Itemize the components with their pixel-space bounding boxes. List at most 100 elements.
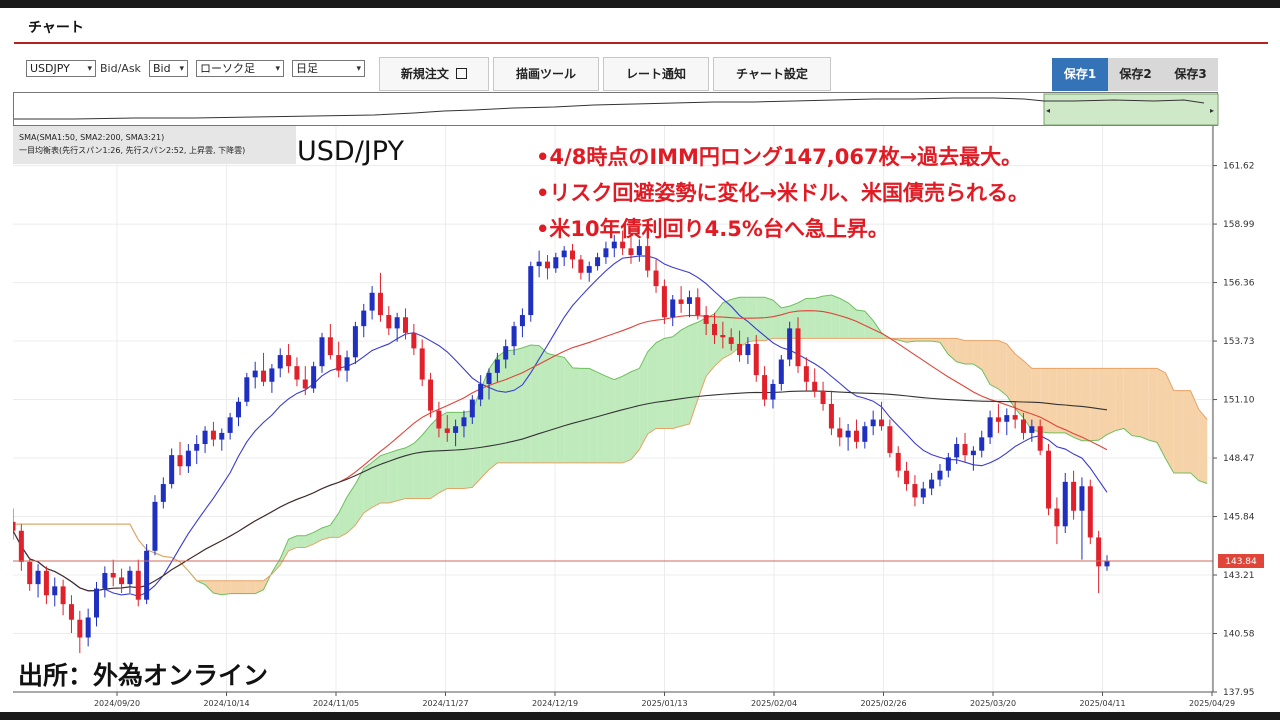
bidask-label: Bid/Ask — [100, 62, 141, 75]
navigator-right-arrow-icon[interactable]: ▸ — [1210, 106, 1214, 115]
cloud-up-segment — [672, 330, 682, 429]
candle — [85, 608, 91, 647]
note-2: •リスク回避姿勢に変化→米ドル、米国債売られる。 — [536, 181, 1029, 205]
candle — [27, 557, 33, 591]
chart-navigator[interactable]: ◂ ▸ — [13, 92, 1219, 126]
candle — [277, 348, 283, 378]
cloud-up-segment — [806, 298, 815, 339]
candle — [102, 566, 108, 598]
save-tab-1[interactable]: 保存1 — [1052, 58, 1108, 91]
candle-body — [127, 570, 133, 585]
candle-body — [402, 317, 409, 333]
navigator-window[interactable] — [1043, 93, 1219, 126]
candle-body — [787, 328, 793, 360]
y-tick-label: 161.62 — [1223, 162, 1255, 172]
sma3-line — [12, 255, 1108, 597]
candle-body — [945, 457, 951, 471]
candle-body — [428, 379, 434, 411]
candle — [737, 330, 743, 362]
save-tab-2[interactable]: 保存2 — [1108, 58, 1163, 91]
chart-area[interactable]: 161.62 158.99 156.36 153.73 151.10 148.47 145.… — [10, 126, 1268, 711]
new-order-label: 新規注文 — [400, 67, 449, 81]
cloud-up-segment — [514, 347, 523, 463]
candle — [1087, 479, 1093, 545]
candle — [711, 312, 718, 344]
candle — [787, 321, 793, 367]
candle-body — [85, 617, 91, 638]
cloud-up-segment — [522, 345, 531, 463]
symbol-select[interactable]: USDJPY ▾ — [26, 60, 96, 77]
candle-body — [336, 355, 342, 371]
candle-body — [244, 377, 250, 402]
candle — [319, 332, 325, 373]
cloud-up-segment — [831, 295, 840, 339]
candle — [402, 308, 409, 340]
navigator-left-arrow-icon[interactable]: ◂ — [1046, 106, 1050, 115]
candle — [995, 403, 1001, 433]
cloud-up-segment — [497, 350, 506, 463]
candle-body — [1012, 415, 1018, 420]
cloud-up-segment — [305, 532, 314, 548]
candle-body — [544, 261, 550, 269]
y-tick-label: 145.84 — [1223, 513, 1255, 523]
window-title: チャート — [28, 20, 84, 36]
cloud-up-segment — [597, 372, 606, 463]
candle — [812, 368, 818, 398]
candle — [895, 446, 901, 478]
candle — [970, 446, 976, 471]
x-tick-label: 2025/03/20 — [970, 699, 1016, 708]
side-select[interactable]: Bid ▾ — [149, 60, 188, 77]
candle-body — [327, 337, 333, 356]
sma-info: SMA(SMA1:50, SMA2:200, SMA3:21) — [19, 133, 164, 142]
chart-style-select[interactable]: ローソク足 ▾ — [196, 60, 284, 77]
candle — [795, 317, 801, 373]
candle-body — [311, 366, 317, 389]
candle-body — [60, 586, 66, 605]
candle — [286, 343, 292, 373]
candle-body — [1104, 561, 1110, 567]
candle-body — [778, 359, 784, 384]
candle — [653, 259, 659, 293]
candle — [820, 381, 826, 411]
candle-body — [995, 417, 1001, 422]
candle — [645, 237, 651, 278]
candle-body — [1071, 481, 1077, 511]
cloud-down-segment — [1081, 368, 1091, 441]
candle-body — [703, 315, 709, 324]
cloud-down-segment — [1148, 368, 1158, 443]
save-tab-3[interactable]: 保存3 — [1163, 58, 1218, 91]
candle-body — [870, 419, 876, 427]
candle — [1079, 477, 1085, 560]
y-tick-label: 156.36 — [1223, 279, 1255, 289]
candle — [1071, 470, 1077, 520]
candle — [77, 610, 83, 654]
cloud-down-segment — [1006, 343, 1016, 409]
candle-body — [762, 375, 768, 400]
x-tick-label: 2024/11/05 — [313, 699, 359, 708]
x-tick-label: 2024/09/20 — [94, 699, 140, 708]
cloud-down-segment — [213, 580, 222, 595]
chart-settings-button[interactable]: チャート設定 — [713, 57, 831, 91]
candle — [327, 323, 333, 360]
candle-body — [261, 370, 267, 382]
navigator-line — [14, 97, 1205, 120]
candle — [544, 254, 550, 280]
candle — [1054, 497, 1060, 545]
drawing-tools-button[interactable]: 描画ツール — [493, 57, 599, 91]
candle — [144, 544, 150, 605]
timeframe-select[interactable]: 日足 ▾ — [292, 60, 365, 77]
candle-body — [369, 292, 375, 311]
candle-body — [486, 372, 492, 384]
candle — [1020, 412, 1026, 440]
candle — [210, 421, 216, 447]
new-order-button[interactable]: 新規注文 — [379, 57, 489, 91]
cloud-down-segment — [1048, 368, 1057, 433]
candle — [511, 321, 517, 356]
rate-alert-button[interactable]: レート通知 — [603, 57, 709, 91]
cloud-up-segment — [756, 297, 765, 341]
candle-body — [269, 368, 275, 382]
ichimoku-info: 一目均衡表(先行スパン1:26, 先行スパン2:52, 上昇雲, 下降雲) — [19, 145, 245, 155]
candle — [436, 401, 442, 438]
candle-body — [912, 484, 918, 498]
cloud-up-segment — [681, 325, 690, 427]
